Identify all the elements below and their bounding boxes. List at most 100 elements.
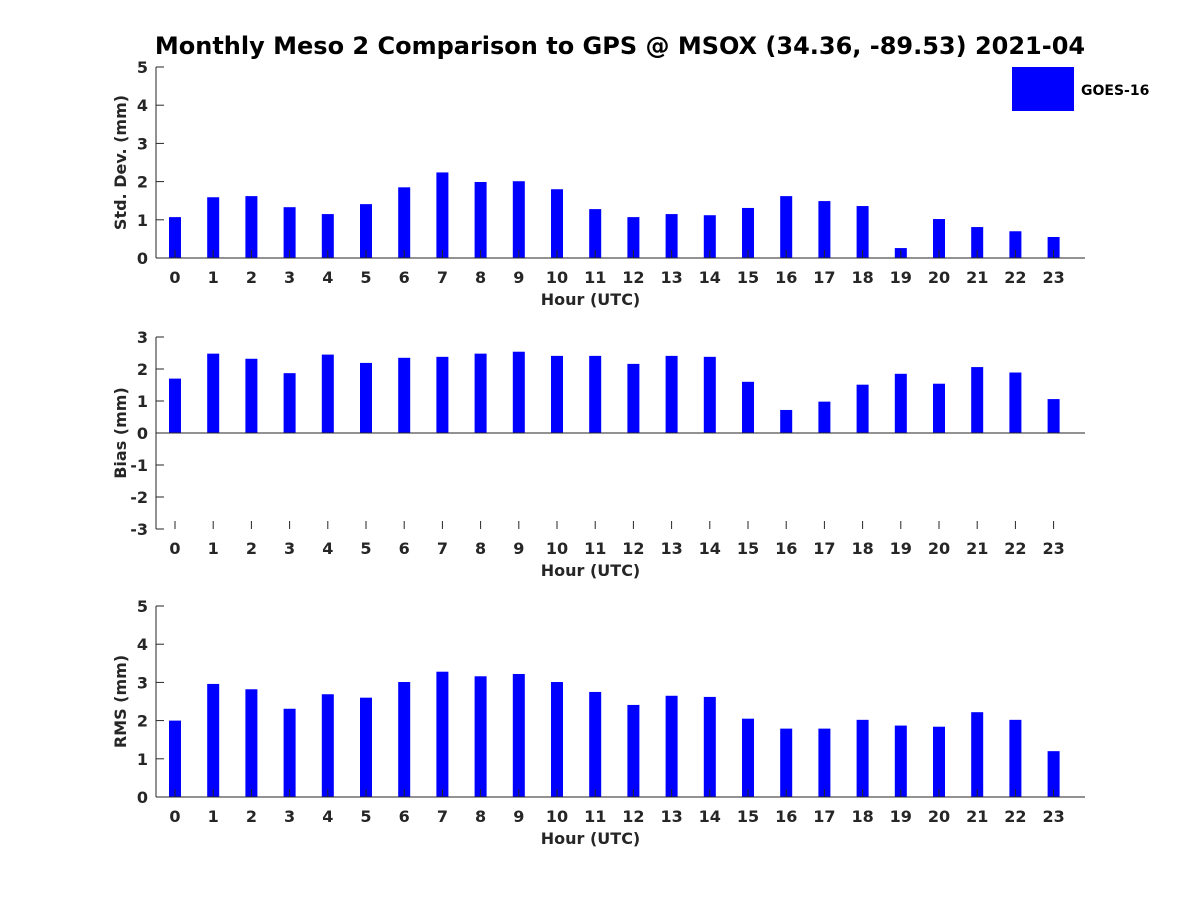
rms-bar-3 bbox=[283, 708, 296, 797]
bias-y-tick-label: -1 bbox=[130, 456, 148, 475]
bias-bar-15 bbox=[742, 381, 754, 433]
std-dev-bar-17 bbox=[818, 201, 831, 258]
legend-label: GOES-16 bbox=[1081, 83, 1149, 99]
std-dev-bar-20 bbox=[933, 219, 945, 258]
bias-bar-2 bbox=[245, 358, 258, 433]
std-dev-x-tick-label: 19 bbox=[890, 268, 912, 287]
rms-x-tick-label: 20 bbox=[928, 807, 950, 826]
std-dev-bar-15 bbox=[742, 207, 754, 258]
std-dev-bar-2 bbox=[245, 196, 258, 258]
bias-y-tick-label: 0 bbox=[137, 424, 148, 443]
bias-x-tick-label: 6 bbox=[399, 539, 410, 558]
rms-bar-21 bbox=[971, 712, 984, 797]
bias-x-tick-label: 8 bbox=[475, 539, 486, 558]
std-dev-x-tick-label: 1 bbox=[208, 268, 219, 287]
rms-x-tick-label: 0 bbox=[169, 807, 180, 826]
std-dev-bar-16 bbox=[780, 196, 793, 258]
std-dev-x-tick-label: 22 bbox=[1004, 268, 1026, 287]
std-dev-x-tick-label: 20 bbox=[928, 268, 950, 287]
rms-x-tick-label: 7 bbox=[437, 807, 448, 826]
rms-x-tick-label: 3 bbox=[284, 807, 295, 826]
std-dev-bar-11 bbox=[589, 209, 602, 258]
bias-x-tick-label: 21 bbox=[966, 539, 988, 558]
rms-x-tick-label: 21 bbox=[966, 807, 988, 826]
rms-bar-9 bbox=[512, 673, 525, 797]
std-dev-x-tick-label: 5 bbox=[360, 268, 371, 287]
rms-x-tick-label: 12 bbox=[622, 807, 644, 826]
legend: GOES-16 bbox=[1012, 67, 1149, 111]
bias-bar-20 bbox=[933, 383, 945, 433]
std-dev-bar-0 bbox=[169, 217, 181, 258]
bias-x-tick-label: 1 bbox=[208, 539, 219, 558]
rms-bar-15 bbox=[742, 718, 754, 797]
std-dev-bar-14 bbox=[703, 215, 716, 258]
bias-bar-18 bbox=[856, 384, 869, 433]
bias-y-tick-label: 2 bbox=[137, 360, 148, 379]
std-dev-y-tick-label: 2 bbox=[137, 173, 148, 192]
bias-bar-21 bbox=[971, 367, 984, 433]
bias-x-tick-label: 0 bbox=[169, 539, 180, 558]
std-dev-bar-10 bbox=[551, 189, 563, 258]
rms-x-tick-label: 16 bbox=[775, 807, 797, 826]
bias-x-tick-label: 20 bbox=[928, 539, 950, 558]
std-dev-y-axis-label: Std. Dev. (mm) bbox=[111, 95, 130, 230]
rms-bar-8 bbox=[474, 676, 487, 797]
rms-bar-7 bbox=[436, 671, 449, 797]
bias-x-tick-label: 11 bbox=[584, 539, 606, 558]
std-dev-bar-3 bbox=[283, 207, 296, 258]
bias-x-tick-label: 14 bbox=[699, 539, 721, 558]
rms-x-tick-label: 2 bbox=[246, 807, 257, 826]
rms-y-tick-label: 3 bbox=[137, 673, 148, 692]
rms-x-tick-label: 15 bbox=[737, 807, 759, 826]
bias-x-tick-label: 10 bbox=[546, 539, 568, 558]
bias-bar-23 bbox=[1047, 399, 1060, 433]
bias-x-tick-label: 18 bbox=[851, 539, 873, 558]
rms-x-tick-label: 18 bbox=[851, 807, 873, 826]
rms-x-tick-label: 13 bbox=[660, 807, 682, 826]
bias-bar-9 bbox=[512, 351, 525, 433]
bias-bar-1 bbox=[207, 353, 220, 433]
std-dev-bar-12 bbox=[627, 217, 640, 258]
std-dev-y-tick-label: 1 bbox=[137, 211, 148, 230]
rms-x-tick-label: 1 bbox=[208, 807, 219, 826]
rms-x-tick-label: 19 bbox=[890, 807, 912, 826]
std-dev-y-tick-label: 4 bbox=[137, 96, 148, 115]
std-dev-x-tick-label: 21 bbox=[966, 268, 988, 287]
rms-bar-17 bbox=[818, 728, 831, 797]
rms-bar-14 bbox=[703, 696, 716, 797]
rms-bar-20 bbox=[933, 726, 945, 797]
rms-bar-13 bbox=[665, 695, 678, 797]
std-dev-x-tick-label: 18 bbox=[851, 268, 873, 287]
bias-x-tick-label: 9 bbox=[513, 539, 524, 558]
std-dev-bar-18 bbox=[856, 206, 869, 258]
std-dev-x-tick-label: 0 bbox=[169, 268, 180, 287]
bias-y-axis-label: Bias (mm) bbox=[111, 387, 130, 479]
std-dev-bar-6 bbox=[398, 187, 411, 258]
rms-x-tick-label: 10 bbox=[546, 807, 568, 826]
bias-bar-10 bbox=[551, 355, 563, 433]
rms-y-tick-label: 4 bbox=[137, 635, 148, 654]
std-dev-x-tick-label: 4 bbox=[322, 268, 333, 287]
bias-x-tick-label: 17 bbox=[813, 539, 835, 558]
bias-bar-0 bbox=[169, 378, 181, 433]
rms-bar-2 bbox=[245, 689, 258, 797]
rms-y-tick-label: 2 bbox=[137, 712, 148, 731]
std-dev-y-tick-label: 3 bbox=[137, 134, 148, 153]
std-dev-bar-7 bbox=[436, 172, 449, 258]
rms-x-tick-label: 23 bbox=[1042, 807, 1064, 826]
rms-bar-1 bbox=[207, 683, 220, 797]
std-dev-bar-22 bbox=[1009, 231, 1022, 258]
std-dev-bar-4 bbox=[321, 214, 334, 258]
std-dev-bar-13 bbox=[665, 214, 678, 258]
bias-y-tick-label: 1 bbox=[137, 392, 148, 411]
bias-x-tick-label: 5 bbox=[360, 539, 371, 558]
rms-bar-12 bbox=[627, 704, 640, 797]
bias-bar-6 bbox=[398, 357, 411, 433]
rms-x-tick-label: 5 bbox=[360, 807, 371, 826]
bias-bar-16 bbox=[780, 409, 793, 433]
rms-x-tick-label: 6 bbox=[399, 807, 410, 826]
bias-x-tick-label: 19 bbox=[890, 539, 912, 558]
bias-x-tick-label: 3 bbox=[284, 539, 295, 558]
std-dev-x-tick-label: 11 bbox=[584, 268, 606, 287]
